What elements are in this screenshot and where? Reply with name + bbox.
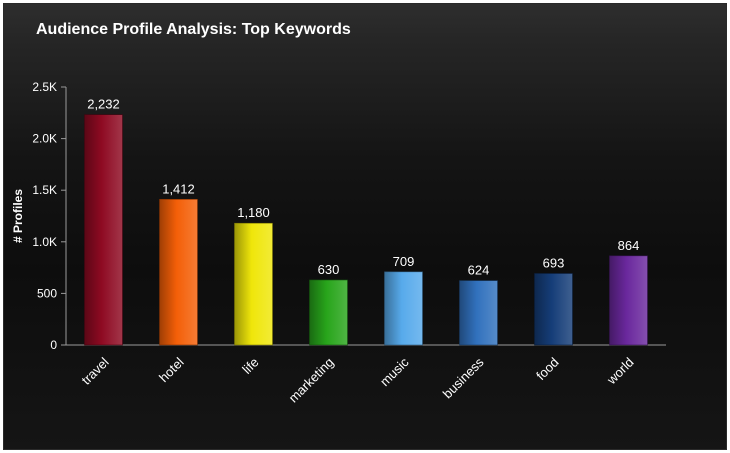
bar-music bbox=[384, 271, 423, 346]
chart-title: Audience Profile Analysis: Top Keywords bbox=[36, 21, 351, 38]
y-tick-label: 2.5K bbox=[32, 80, 57, 94]
value-label-hotel: 1,412 bbox=[162, 181, 195, 196]
category-label-music: music bbox=[377, 354, 412, 389]
value-label-life: 1,180 bbox=[237, 205, 270, 220]
value-label-travel: 2,232 bbox=[87, 97, 120, 112]
y-tick-label: 1.0K bbox=[32, 235, 57, 249]
category-label-life: life bbox=[239, 355, 261, 377]
bar-world bbox=[609, 255, 648, 346]
value-label-music: 709 bbox=[393, 254, 415, 269]
chart-frame bbox=[3, 3, 727, 450]
category-label-marketing: marketing bbox=[286, 355, 337, 406]
value-label-business: 624 bbox=[468, 263, 490, 278]
value-label-food: 693 bbox=[543, 255, 565, 270]
bar-marketing bbox=[309, 279, 348, 346]
category-label-business: business bbox=[440, 354, 487, 401]
y-tick-label: 0 bbox=[50, 338, 57, 352]
category-label-world: world bbox=[603, 355, 636, 388]
bar-food bbox=[534, 273, 573, 346]
bar-hotel bbox=[159, 198, 198, 346]
category-label-hotel: hotel bbox=[156, 354, 187, 385]
bars: 2,232 1,412 1,180 630 709 624 693 864 bbox=[84, 97, 648, 346]
y-tick-label: 2.0K bbox=[32, 132, 57, 146]
category-labels: travel hotel life marketing music business foo… bbox=[79, 354, 637, 405]
value-label-marketing: 630 bbox=[318, 262, 340, 277]
bar-business bbox=[459, 280, 498, 346]
y-tick-label: 500 bbox=[37, 286, 57, 300]
y-axis-label: # Profiles bbox=[11, 189, 25, 243]
bar-travel bbox=[84, 114, 123, 346]
y-tick-label: 1.5K bbox=[32, 183, 57, 197]
category-label-food: food bbox=[533, 355, 562, 384]
category-label-travel: travel bbox=[79, 354, 112, 387]
axes bbox=[65, 87, 666, 346]
bar-life bbox=[234, 222, 273, 346]
value-label-world: 864 bbox=[618, 238, 640, 253]
y-axis-ticks: 0 500 1.0K 1.5K 2.0K 2.5K bbox=[32, 80, 66, 352]
